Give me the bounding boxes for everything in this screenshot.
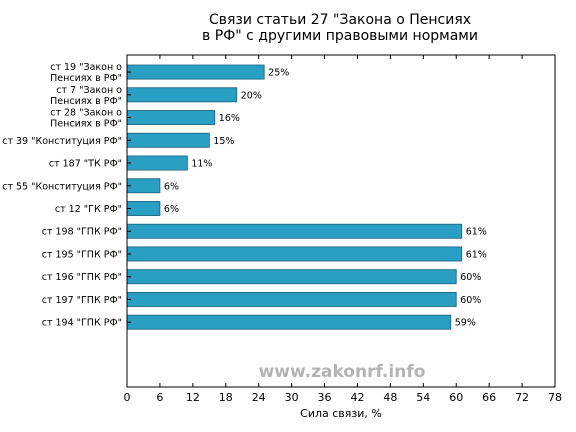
watermark-layer: www.zakonrf.info [259, 362, 426, 382]
x-tick-label: 6 [156, 391, 163, 404]
x-tick-label: 30 [285, 391, 299, 404]
y-tick-label: ст 195 "ГПК РФ" [42, 249, 122, 260]
y-tick-label: ст 198 "ГПК РФ" [42, 227, 122, 238]
bar [126, 292, 457, 307]
y-tick-label: ст 194 "ГПК РФ" [42, 318, 122, 329]
x-axis-label: Сила связи, % [300, 407, 382, 420]
chart-title-line: Связи статьи 27 "Закона о Пенсиях [209, 12, 471, 28]
bar-value-label: 6% [164, 181, 179, 192]
y-tick-labels: ст 19 "Закон о Пенсиях в РФ"ст 7 "Закон о… [2, 62, 131, 329]
x-tick-label: 66 [482, 391, 496, 404]
y-tick-label: ст 197 "ГПК РФ" [42, 295, 122, 306]
y-tick-label: ст 39 "Конституция РФ" [2, 136, 122, 147]
bar-value-label: 15% [213, 136, 234, 147]
watermark-text: www.zakonrf.info [259, 362, 426, 382]
bar-value-label: 20% [241, 90, 262, 101]
chart-title-line: в РФ" с другими правовыми нормами [202, 28, 478, 44]
bar [126, 314, 452, 330]
bar-value-label: 59% [455, 318, 476, 329]
bar [126, 64, 265, 80]
y-tick-label: ст 19 "Закон о Пенсиях в РФ" [50, 62, 122, 84]
bar-value-label: 16% [219, 113, 240, 124]
bar [126, 87, 238, 103]
y-tick-label: ст 12 "ГК РФ" [55, 204, 122, 215]
bar [126, 201, 161, 216]
bar-value-label: 25% [268, 68, 289, 79]
bar-value-label: 61% [466, 249, 487, 260]
y-tick-label: ст 7 "Закон о Пенсиях в РФ" [50, 85, 122, 107]
bar [126, 269, 457, 285]
x-tick-label: 24 [252, 391, 266, 404]
bar [126, 132, 210, 148]
x-tick-label: 78 [548, 391, 562, 404]
x-tick-label: 72 [515, 391, 529, 404]
bar [126, 110, 216, 125]
x-tick-label: 36 [318, 391, 332, 404]
x-tick-label: 60 [449, 391, 463, 404]
bar-value-label: 11% [191, 159, 212, 170]
y-tick-label: ст 55 "Конституция РФ" [2, 181, 122, 192]
bar-value-label: 61% [466, 227, 487, 238]
bars: 25% 20% 16% 15% 11% 6% 6% 61% 61% 60% 60% 59% [126, 64, 487, 330]
y-tick-label: ст 28 "Закон о Пенсиях в РФ" [50, 108, 122, 130]
plot-area-frame [126, 54, 556, 388]
bar [126, 178, 161, 194]
bar [126, 246, 463, 262]
x-tick-label: 12 [186, 391, 200, 404]
bar [126, 223, 463, 239]
x-tick-label: 48 [383, 391, 397, 404]
y-tick-label: ст 196 "ГПК РФ" [42, 272, 122, 283]
x-tick-label: 0 [124, 391, 131, 404]
bar-value-label: 60% [460, 272, 481, 283]
bar [126, 155, 188, 171]
x-tick-label: 18 [219, 391, 233, 404]
bar-value-label: 6% [164, 204, 179, 215]
x-tick-label: 54 [416, 391, 430, 404]
x-tick-label: 42 [350, 391, 364, 404]
bar-value-label: 60% [460, 295, 481, 306]
y-tick-label: ст 187 "ТК РФ" [49, 159, 122, 170]
x-axis-ticks: 0 6 12 18 24 30 36 42 48 54 60 66 72 78 [124, 55, 562, 404]
